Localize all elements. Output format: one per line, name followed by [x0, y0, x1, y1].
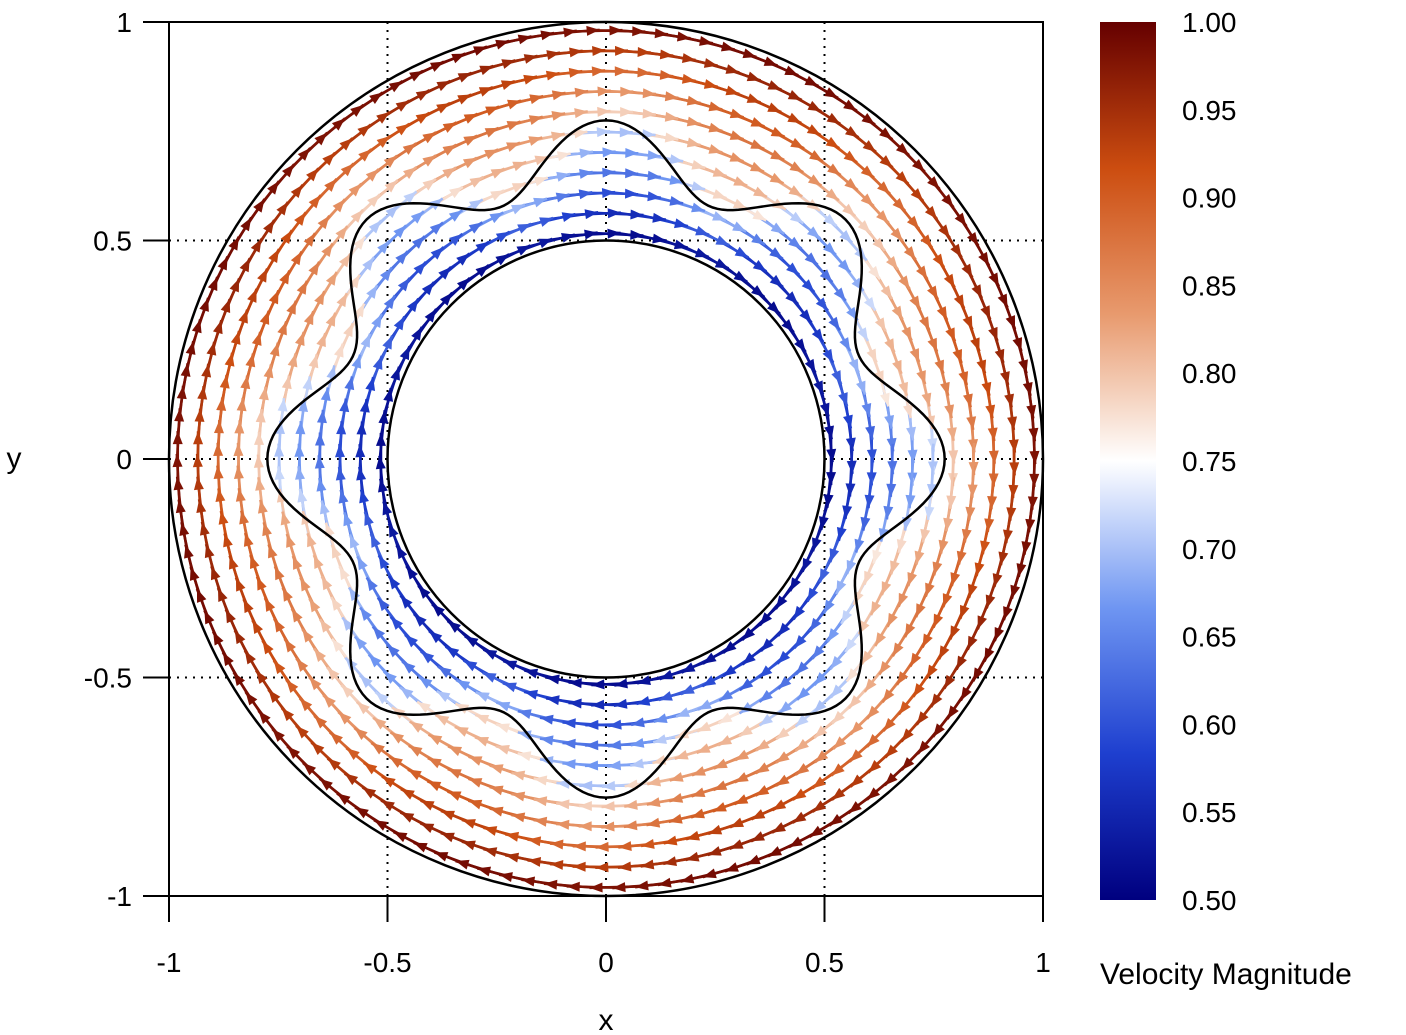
velocity-arrow — [316, 409, 327, 463]
velocity-arrows — [172, 25, 1040, 893]
x-tick-label: 0.5 — [805, 947, 844, 978]
velocity-arrow — [1008, 442, 1019, 499]
axis-ticks: -1 -0.5 0 0.5 1 1 0.5 0 -0.5 -1 — [84, 7, 1051, 978]
colorbar-tick-label: 0.75 — [1182, 446, 1237, 477]
y-tick-label: 0 — [116, 444, 132, 475]
colorbar-tick-label: 0.80 — [1182, 358, 1237, 389]
colorbar-tick-label: 0.55 — [1182, 797, 1237, 828]
colorbar: 1.00 0.95 0.90 0.85 0.80 0.75 0.70 0.65 0.60 0.55… — [1100, 7, 1237, 916]
colorbar-label: Velocity Magnitude — [1100, 958, 1352, 991]
colorbar-tick-label: 0.50 — [1182, 885, 1237, 916]
velocity-arrow — [905, 454, 916, 509]
y-tick-label: 0.5 — [93, 226, 132, 257]
x-tick-label: -0.5 — [363, 947, 411, 978]
velocity-arrow — [886, 443, 897, 497]
colorbar-tick-label: 0.85 — [1182, 270, 1237, 301]
colorbar-gradient — [1100, 22, 1156, 900]
y-tick-label: -1 — [107, 881, 132, 912]
velocity-arrow — [987, 454, 998, 510]
colorbar-tick-label: 0.95 — [1182, 95, 1237, 126]
colorbar-tick-label: 0.65 — [1182, 622, 1237, 653]
velocity-arrow — [845, 444, 856, 497]
velocity-arrow — [823, 455, 834, 508]
velocity-arrow — [967, 442, 978, 498]
colorbar-tick-label: 1.00 — [1182, 7, 1237, 38]
velocity-arrow — [562, 718, 616, 729]
x-tick-label: 1 — [1035, 947, 1051, 978]
velocity-arrow — [946, 454, 957, 509]
colorbar-tick-label: 0.60 — [1182, 709, 1237, 740]
velocity-arrow — [1027, 453, 1038, 510]
x-axis-label: x — [599, 1004, 614, 1035]
x-tick-label: 0 — [598, 947, 614, 978]
grid-lines — [169, 22, 1043, 896]
velocity-arrow — [864, 455, 875, 509]
velocity-arrow — [926, 443, 937, 498]
velocity-arrow — [562, 738, 616, 749]
y-tick-label: 1 — [116, 7, 132, 38]
y-axis-label: y — [7, 442, 22, 475]
interface-boundary — [266, 119, 946, 799]
y-tick-label: -0.5 — [84, 663, 132, 694]
colorbar-tick-label: 0.70 — [1182, 534, 1237, 565]
x-tick-label: -1 — [157, 947, 182, 978]
colorbar-tick-label: 0.90 — [1182, 183, 1237, 214]
inner-boundary — [386, 239, 826, 679]
